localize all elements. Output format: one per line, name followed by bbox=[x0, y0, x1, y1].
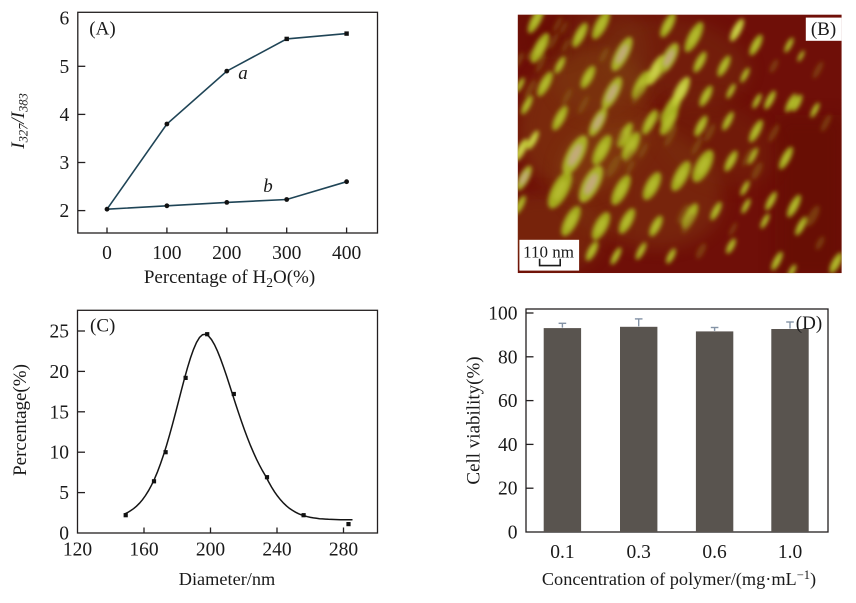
svg-text:20: 20 bbox=[50, 362, 70, 383]
svg-text:b: b bbox=[263, 176, 273, 197]
svg-text:120: 120 bbox=[63, 540, 92, 561]
svg-text:0.3: 0.3 bbox=[627, 542, 651, 563]
svg-text:Cell viability(%): Cell viability(%) bbox=[464, 356, 485, 484]
svg-text:3: 3 bbox=[60, 153, 70, 174]
svg-text:100: 100 bbox=[488, 304, 517, 325]
svg-text:(C): (C) bbox=[90, 316, 115, 337]
svg-text:0.6: 0.6 bbox=[702, 542, 727, 563]
svg-text:100: 100 bbox=[152, 243, 181, 264]
svg-text:400: 400 bbox=[332, 243, 361, 264]
svg-text:200: 200 bbox=[212, 243, 241, 264]
svg-text:80: 80 bbox=[498, 347, 518, 368]
svg-text:20: 20 bbox=[498, 479, 518, 500]
svg-text:6: 6 bbox=[60, 9, 70, 30]
svg-text:Diameter/nm: Diameter/nm bbox=[179, 569, 275, 589]
svg-text:a: a bbox=[238, 63, 248, 84]
svg-text:(A): (A) bbox=[89, 19, 115, 40]
svg-text:15: 15 bbox=[50, 402, 70, 423]
svg-text:25: 25 bbox=[50, 322, 70, 343]
svg-text:160: 160 bbox=[129, 540, 158, 561]
svg-text:5: 5 bbox=[60, 57, 70, 78]
svg-text:10: 10 bbox=[50, 443, 70, 464]
svg-text:Percentage of H2O(%): Percentage of H2O(%) bbox=[144, 267, 315, 290]
svg-text:Percentage(%): Percentage(%) bbox=[10, 364, 31, 476]
svg-text:5: 5 bbox=[59, 483, 69, 504]
svg-text:280: 280 bbox=[329, 540, 358, 561]
svg-text:110 nm: 110 nm bbox=[523, 243, 574, 262]
svg-text:2: 2 bbox=[60, 201, 70, 222]
svg-text:40: 40 bbox=[498, 435, 518, 456]
svg-text:0: 0 bbox=[59, 524, 69, 545]
svg-text:0: 0 bbox=[102, 243, 112, 264]
svg-text:60: 60 bbox=[498, 391, 518, 412]
svg-text:Concentration of polymer/(mg·m: Concentration of polymer/(mg·mL−1) bbox=[542, 568, 816, 590]
svg-text:200: 200 bbox=[196, 540, 225, 561]
svg-text:0: 0 bbox=[508, 523, 518, 544]
svg-text:(B): (B) bbox=[811, 19, 836, 40]
svg-text:(D): (D) bbox=[796, 313, 822, 334]
svg-text:0.1: 0.1 bbox=[550, 542, 574, 563]
svg-text:300: 300 bbox=[272, 243, 301, 264]
svg-text:240: 240 bbox=[262, 540, 291, 561]
svg-text:4: 4 bbox=[60, 105, 70, 126]
svg-text:1.0: 1.0 bbox=[778, 542, 802, 563]
